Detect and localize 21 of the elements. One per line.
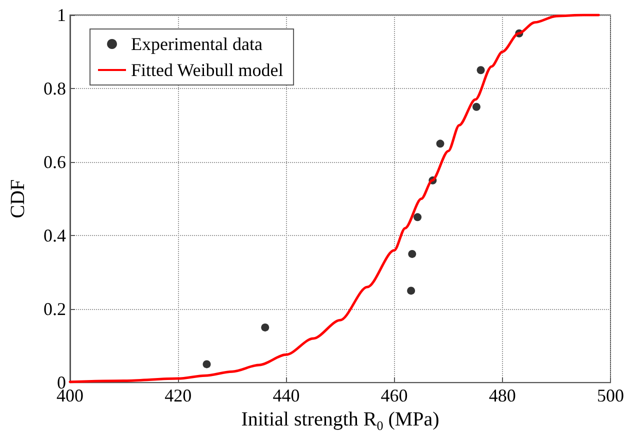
x-tick-label: 500 bbox=[597, 386, 624, 406]
legend-label: Experimental data bbox=[131, 34, 262, 54]
point bbox=[408, 250, 416, 258]
point bbox=[202, 360, 211, 368]
point bbox=[414, 213, 422, 222]
x-tick-label: 420 bbox=[164, 386, 192, 406]
x-tick-label: 440 bbox=[272, 386, 300, 406]
point bbox=[407, 286, 416, 295]
point bbox=[476, 66, 485, 74]
y-axis-title: CDF bbox=[7, 179, 29, 218]
x-tick-label: 460 bbox=[380, 386, 408, 406]
y-tick-label: 0.6 bbox=[44, 152, 66, 172]
point bbox=[472, 102, 480, 111]
y-tick-label: 0.8 bbox=[44, 78, 66, 99]
y-tick-label: 1 bbox=[57, 5, 66, 25]
y-tick-label: 0.2 bbox=[44, 299, 66, 320]
point bbox=[261, 323, 270, 332]
point bbox=[436, 140, 444, 148]
y-tick-label: 0.4 bbox=[44, 226, 66, 246]
x-tick-label: 480 bbox=[488, 386, 516, 406]
legend-label: Fitted Weibull model bbox=[131, 60, 284, 80]
